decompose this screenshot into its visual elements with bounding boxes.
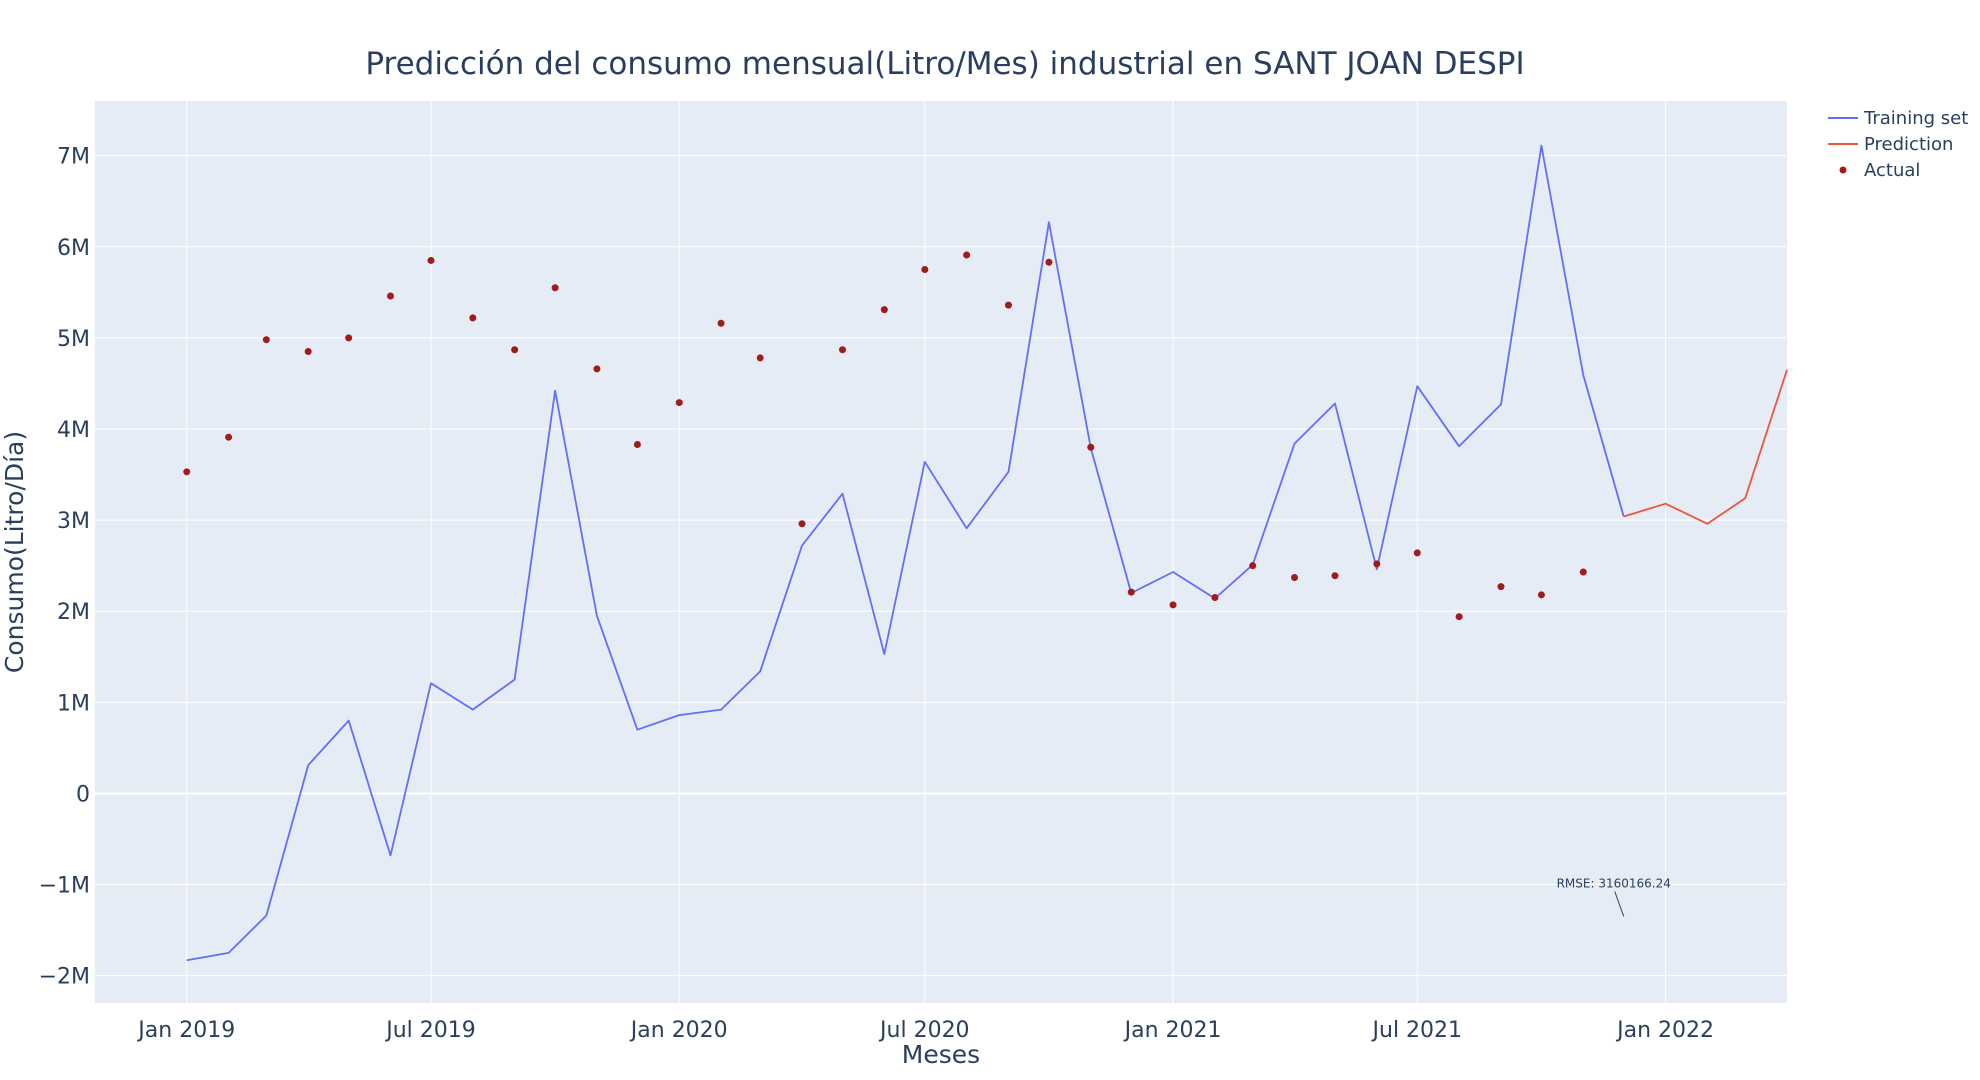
actual-point[interactable] bbox=[1211, 594, 1219, 602]
y-tick-label: 5M bbox=[57, 327, 90, 352]
y-tick-label: −2M bbox=[39, 965, 90, 990]
y-gridlines bbox=[95, 155, 1787, 977]
y-tick-label: 7M bbox=[57, 145, 90, 170]
legend: Training set Prediction Actual bbox=[1828, 108, 1968, 181]
x-axis-title: Meses bbox=[902, 1040, 980, 1069]
actual-point[interactable] bbox=[1291, 574, 1299, 582]
legend-swatch-actual[interactable] bbox=[1839, 166, 1847, 174]
actual-point[interactable] bbox=[921, 266, 929, 274]
y-tick-label: 6M bbox=[57, 236, 90, 261]
actual-point[interactable] bbox=[1455, 613, 1463, 621]
actual-point[interactable] bbox=[633, 440, 641, 448]
actual-point[interactable] bbox=[386, 292, 394, 300]
actual-point[interactable] bbox=[593, 365, 601, 373]
annotation-arrow bbox=[1614, 891, 1625, 917]
actual-point[interactable] bbox=[1169, 601, 1177, 609]
actual-point[interactable] bbox=[427, 256, 435, 264]
actual-point[interactable] bbox=[304, 348, 312, 356]
x-tick-label: Jan 2021 bbox=[1123, 1018, 1222, 1043]
y-tick-label: 4M bbox=[57, 418, 90, 443]
x-tick-label: Jan 2020 bbox=[629, 1018, 728, 1043]
actual-point[interactable] bbox=[798, 520, 806, 528]
actual-point[interactable] bbox=[225, 433, 233, 441]
actual-point[interactable] bbox=[1373, 560, 1381, 568]
actual-point[interactable] bbox=[511, 346, 519, 354]
actual-point[interactable] bbox=[1249, 562, 1257, 570]
actual-point[interactable] bbox=[469, 314, 477, 322]
legend-label-actual[interactable]: Actual bbox=[1864, 160, 1920, 181]
actual-point[interactable] bbox=[839, 346, 847, 354]
y-tick-label: 2M bbox=[57, 600, 90, 625]
actual-point[interactable] bbox=[1537, 591, 1545, 599]
prediction-line[interactable] bbox=[1623, 369, 1788, 525]
actual-point[interactable] bbox=[1087, 443, 1095, 451]
x-tick-label: Jan 2019 bbox=[136, 1018, 235, 1043]
actual-point[interactable] bbox=[1045, 258, 1053, 266]
legend-label-training-set[interactable]: Training set bbox=[1863, 108, 1968, 129]
actual-point[interactable] bbox=[963, 251, 971, 259]
x-tick-label: Jul 2021 bbox=[1371, 1018, 1463, 1043]
x-tick-labels: Jan 2019 Jul 2019 Jan 2020 Jul 2020 Jan 2021… bbox=[136, 1018, 1714, 1043]
actual-point[interactable] bbox=[1331, 572, 1339, 580]
annotation: RMSE: 3160166.24 bbox=[1557, 876, 1671, 917]
x-tick-label: Jul 2020 bbox=[878, 1018, 970, 1043]
y-tick-label: 1M bbox=[57, 691, 90, 716]
y-axis-title: Consumo(Litro/Día) bbox=[0, 431, 29, 673]
y-tick-label: −1M bbox=[39, 874, 90, 899]
actual-point[interactable] bbox=[1579, 568, 1587, 576]
x-tick-label: Jan 2022 bbox=[1615, 1018, 1714, 1043]
actual-point[interactable] bbox=[1413, 549, 1421, 557]
y-tick-labels: −2M −1M 0 1M 2M 3M 4M 5M 6M 7M bbox=[39, 145, 90, 990]
actual-point[interactable] bbox=[880, 306, 888, 314]
actual-point[interactable] bbox=[1127, 588, 1135, 596]
y-tick-label: 3M bbox=[57, 509, 90, 534]
actual-point[interactable] bbox=[717, 319, 725, 327]
legend-label-prediction[interactable]: Prediction bbox=[1864, 134, 1953, 155]
actual-point[interactable] bbox=[1497, 583, 1505, 591]
y-tick-label: 0 bbox=[76, 782, 90, 807]
actual-point[interactable] bbox=[675, 399, 683, 407]
x-tick-label: Jul 2019 bbox=[384, 1018, 476, 1043]
actual-point[interactable] bbox=[1004, 301, 1012, 309]
actual-point[interactable] bbox=[183, 468, 191, 476]
x-gridlines bbox=[186, 101, 1667, 1003]
training-set-line[interactable] bbox=[186, 144, 1625, 962]
actual-point[interactable] bbox=[345, 334, 353, 342]
chart-title: Predicción del consumo mensual(Litro/Mes… bbox=[365, 46, 1524, 82]
actual-point[interactable] bbox=[551, 284, 559, 292]
annotation-text: RMSE: 3160166.24 bbox=[1557, 876, 1671, 890]
plot-area[interactable] bbox=[95, 101, 1787, 1003]
actual-point[interactable] bbox=[262, 336, 270, 344]
actual-point[interactable] bbox=[756, 354, 764, 362]
series-layer bbox=[183, 144, 1788, 962]
